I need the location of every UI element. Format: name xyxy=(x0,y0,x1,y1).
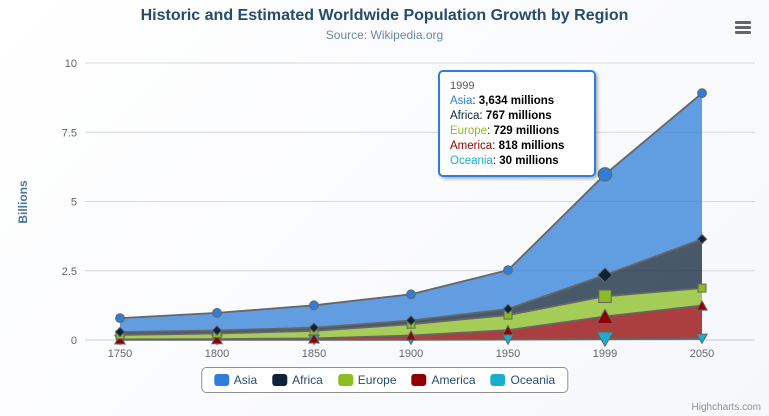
chart-title: Historic and Estimated Worldwide Populat… xyxy=(140,7,629,24)
data-point-marker[interactable] xyxy=(697,283,707,293)
legend-label: Asia xyxy=(233,373,258,387)
y-axis-tick-label: 5 xyxy=(71,197,77,209)
x-axis-tick-label: 1950 xyxy=(496,348,520,360)
data-point-marker[interactable] xyxy=(695,299,709,311)
data-point-marker[interactable] xyxy=(406,289,416,300)
credits-link[interactable]: Highcharts.com xyxy=(691,402,761,413)
data-point-marker[interactable] xyxy=(212,308,222,318)
data-point-marker[interactable] xyxy=(211,325,223,336)
legend-swatch-icon xyxy=(337,374,353,386)
data-point-marker[interactable] xyxy=(114,326,126,338)
data-point-marker[interactable] xyxy=(695,333,709,345)
y-axis-tick-label: 2.5 xyxy=(62,266,77,278)
export-menu-button[interactable] xyxy=(734,18,752,36)
area-america[interactable] xyxy=(120,305,702,340)
data-point-marker[interactable] xyxy=(405,315,417,326)
legend-swatch-icon xyxy=(490,374,506,386)
legend-item-asia[interactable]: Asia xyxy=(213,373,258,387)
tooltip-series-value: 767 millions xyxy=(482,110,552,122)
tooltip-series-name: America xyxy=(450,140,493,152)
tooltip-header: 1999 xyxy=(450,80,475,92)
x-axis-tick-label: 1750 xyxy=(108,348,132,360)
area-africa[interactable] xyxy=(120,239,702,335)
legend: Asia Africa Europe America Oceania xyxy=(200,367,569,393)
data-point-marker[interactable] xyxy=(598,289,612,304)
data-point-marker[interactable] xyxy=(596,331,614,348)
tooltip-series-name: Africa xyxy=(450,110,480,122)
tooltip-row: Oceania: 30 millions xyxy=(450,155,559,167)
data-point-marker[interactable] xyxy=(597,167,613,182)
data-point-marker[interactable] xyxy=(210,333,224,345)
tooltip-row: Europe: 729 millions xyxy=(450,125,560,137)
data-point-marker[interactable] xyxy=(597,267,613,284)
data-point-marker[interactable] xyxy=(501,324,515,336)
y-axis-title: Billions xyxy=(16,180,30,224)
legend-item-oceania[interactable]: Oceania xyxy=(490,373,556,387)
tooltip: 1999 Asia: 3,634 millions Africa: 767 mil… xyxy=(438,70,596,177)
y-axis-tick-label: 7.5 xyxy=(62,127,77,139)
data-point-marker[interactable] xyxy=(115,313,125,324)
tooltip-series-value: 818 millions xyxy=(495,140,565,152)
legend-swatch-icon xyxy=(272,374,288,386)
tooltip-row: America: 818 millions xyxy=(450,140,565,152)
legend-item-europe[interactable]: Europe xyxy=(337,373,397,387)
data-point-marker[interactable] xyxy=(308,322,320,334)
tooltip-row: Africa: 767 millions xyxy=(450,110,552,122)
data-point-marker[interactable] xyxy=(309,300,319,311)
data-point-marker[interactable] xyxy=(503,265,513,276)
tooltip-series-value: 30 millions xyxy=(496,155,559,167)
data-point-marker[interactable] xyxy=(502,303,514,315)
x-axis-tick-label: 1900 xyxy=(399,348,423,360)
legend-label: Africa xyxy=(292,373,323,387)
data-point-marker[interactable] xyxy=(696,233,708,245)
x-axis-tick-label: 1800 xyxy=(205,348,229,360)
y-axis-tick-label: 0 xyxy=(71,335,77,347)
legend-item-america[interactable]: America xyxy=(411,373,476,387)
hamburger-icon xyxy=(735,21,751,24)
tooltip-series-name: Europe xyxy=(450,125,488,137)
legend-item-africa[interactable]: Africa xyxy=(272,373,323,387)
legend-label: Oceania xyxy=(510,373,556,387)
legend-swatch-icon xyxy=(213,374,229,386)
tooltip-series-name: Oceania xyxy=(450,155,493,167)
x-axis-tick-label: 1999 xyxy=(593,348,617,360)
data-point-marker[interactable] xyxy=(307,332,321,344)
legend-label: America xyxy=(431,373,476,387)
data-point-marker[interactable] xyxy=(404,329,418,341)
tooltip-series-value: 3,634 millions xyxy=(475,95,555,107)
legend-swatch-icon xyxy=(411,374,427,386)
x-axis-tick-label: 2050 xyxy=(690,348,714,360)
hamburger-icon xyxy=(735,26,751,29)
tooltip-rows: Asia: 3,634 millions Africa: 767 millions… xyxy=(450,94,584,169)
tooltip-series-name: Asia xyxy=(450,95,473,107)
x-axis-tick-label: 1850 xyxy=(302,348,326,360)
data-point-marker[interactable] xyxy=(697,88,707,99)
tooltip-row: Asia: 3,634 millions xyxy=(450,95,555,107)
tooltip-series-value: 729 millions xyxy=(490,125,560,137)
hamburger-icon xyxy=(735,31,751,34)
legend-label: Europe xyxy=(357,373,397,387)
data-point-marker[interactable] xyxy=(596,308,614,325)
chart-subtitle: Source: Wikipedia.org xyxy=(325,28,444,42)
area-asia[interactable] xyxy=(120,93,702,332)
y-axis-tick-label: 10 xyxy=(65,58,77,70)
